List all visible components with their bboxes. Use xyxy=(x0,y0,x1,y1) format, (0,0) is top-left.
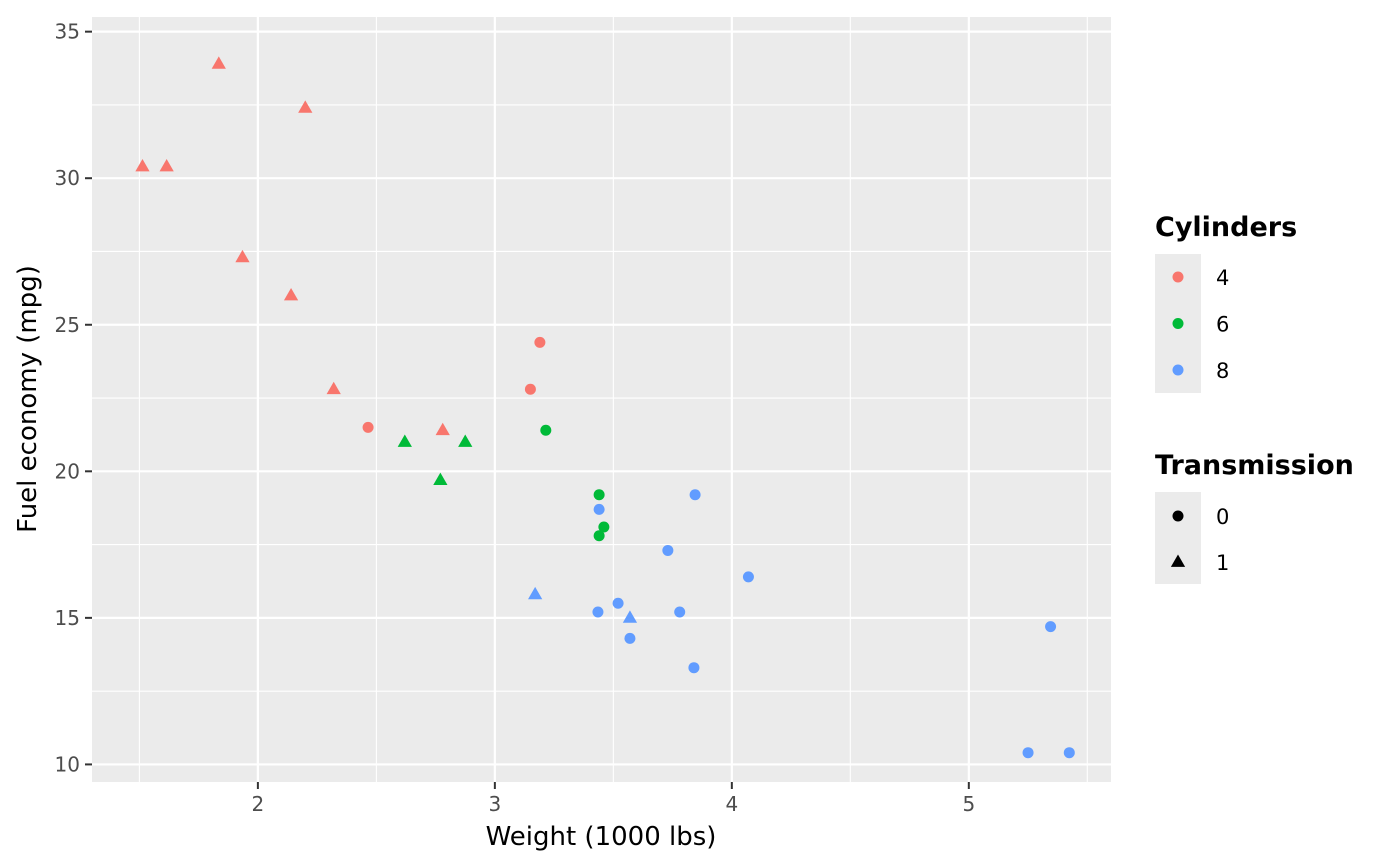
data-point xyxy=(689,489,701,501)
data-point xyxy=(524,383,536,395)
cylinders-legend-key xyxy=(1172,318,1184,329)
y-tick-label: 15 xyxy=(55,606,80,630)
data-point xyxy=(1063,747,1075,759)
axes: 2 3 4 5 10 15 20 25 30 35 xyxy=(55,20,976,816)
data-point xyxy=(159,158,174,172)
data-point xyxy=(622,610,638,623)
data-point xyxy=(624,632,636,644)
data-point xyxy=(534,336,546,348)
y-tick-label: 30 xyxy=(55,166,80,190)
data-point xyxy=(528,586,543,600)
data-point xyxy=(612,597,624,609)
data-point xyxy=(362,421,374,433)
x-tick-label: 2 xyxy=(252,792,265,816)
y-tick-label: 25 xyxy=(55,313,80,337)
data-point xyxy=(593,530,605,542)
transmission-legend-label: 1 xyxy=(1216,551,1229,575)
transmission-legend-key-background xyxy=(1155,492,1201,584)
data-point xyxy=(674,606,686,618)
data-point xyxy=(235,249,250,263)
data-point xyxy=(397,434,412,447)
y-tick-label: 10 xyxy=(55,752,80,776)
data-point xyxy=(326,381,341,395)
data-point xyxy=(1045,621,1057,633)
data-point xyxy=(211,56,226,69)
x-tick-label: 4 xyxy=(725,792,738,816)
y-tick-label: 20 xyxy=(55,459,80,483)
cylinders-legend-label: 8 xyxy=(1216,359,1229,383)
data-point xyxy=(283,287,299,301)
data-point xyxy=(593,503,605,515)
cylinders-legend-key xyxy=(1172,364,1184,376)
cylinders-legend-label: 4 xyxy=(1216,266,1229,290)
data-point xyxy=(135,158,150,172)
transmission-legend-key xyxy=(1172,510,1184,522)
cylinders-legend-key xyxy=(1172,271,1184,283)
data-point xyxy=(742,571,754,583)
data-point xyxy=(593,489,605,501)
data-point xyxy=(435,422,450,436)
cylinders-legend: Cylinders 4 6 8 xyxy=(1155,212,1297,393)
x-axis-title: Weight (1000 lbs) xyxy=(486,822,717,852)
transmission-legend-label: 0 xyxy=(1216,505,1229,529)
data-point xyxy=(598,521,610,533)
cylinders-legend-title: Cylinders xyxy=(1155,212,1297,243)
cylinders-legend-label: 6 xyxy=(1216,313,1229,337)
plot-panel xyxy=(92,17,1111,782)
data-points xyxy=(135,56,1075,759)
data-point xyxy=(592,606,604,618)
data-point xyxy=(458,434,473,447)
x-tick-label: 3 xyxy=(488,792,501,816)
y-axis-title: Fuel economy (mpg) xyxy=(13,265,43,533)
data-point xyxy=(540,424,552,436)
gridlines xyxy=(92,17,1111,782)
data-point xyxy=(662,544,674,556)
y-tick-label: 35 xyxy=(55,20,80,44)
x-tick-label: 5 xyxy=(962,792,975,816)
transmission-legend-key xyxy=(1170,554,1186,567)
data-point xyxy=(1022,747,1034,759)
data-point xyxy=(688,662,700,674)
data-point xyxy=(298,100,313,113)
transmission-legend-title: Transmission xyxy=(1155,450,1354,481)
transmission-legend: Transmission 0 1 xyxy=(1155,450,1354,584)
data-point xyxy=(433,472,448,485)
